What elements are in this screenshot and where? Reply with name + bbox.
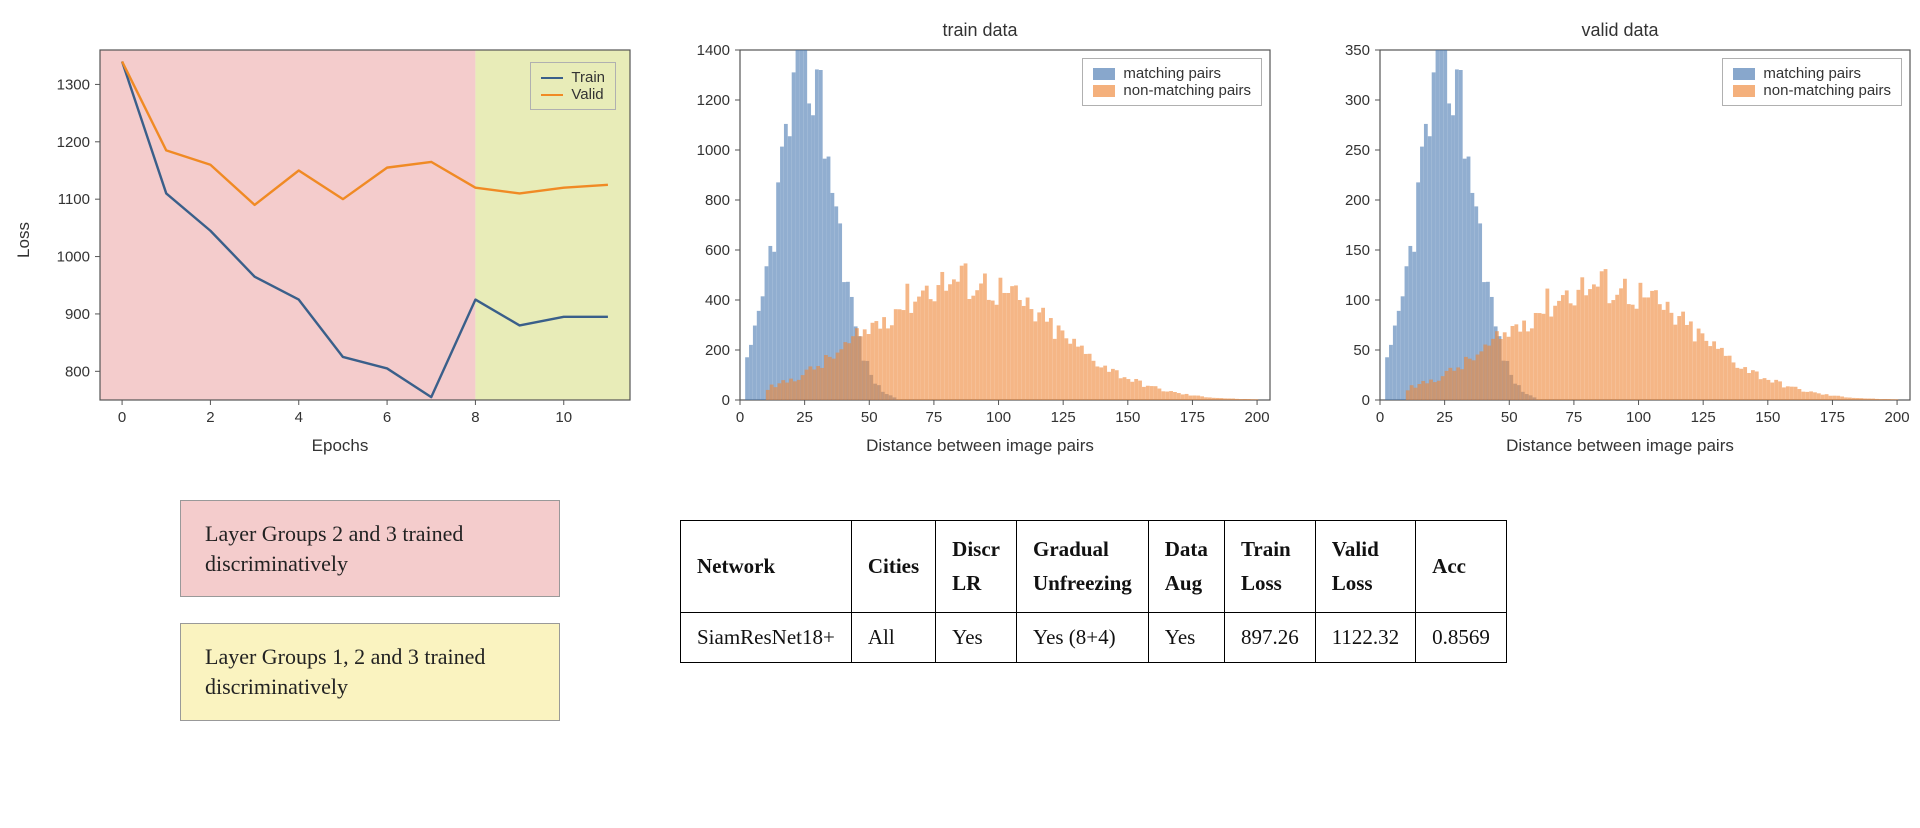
info-box: Layer Groups 2 and 3 trained discriminat… [180, 500, 560, 597]
valid-hist-panel: valid data Distance between image pairs … [1300, 20, 1920, 460]
svg-text:1100: 1100 [58, 191, 90, 208]
info-boxes-container: Layer Groups 2 and 3 trained discriminat… [20, 460, 660, 747]
svg-text:0: 0 [736, 409, 744, 426]
loss-legend: TrainValid [530, 62, 616, 110]
table-header: Cities [851, 521, 935, 613]
svg-text:300: 300 [1345, 92, 1370, 109]
svg-text:150: 150 [1345, 242, 1370, 259]
svg-text:0: 0 [1362, 392, 1370, 409]
svg-text:900: 900 [65, 306, 90, 323]
svg-text:75: 75 [926, 409, 943, 426]
table-header: Acc [1416, 521, 1507, 613]
svg-text:0: 0 [722, 392, 730, 409]
svg-text:1000: 1000 [57, 249, 90, 266]
table-row: SiamResNet18+AllYesYes (8+4)Yes897.26112… [681, 613, 1507, 663]
svg-text:1000: 1000 [697, 142, 730, 159]
svg-text:1400: 1400 [697, 42, 730, 59]
svg-text:200: 200 [1345, 192, 1370, 209]
svg-text:200: 200 [705, 342, 730, 359]
svg-text:25: 25 [796, 409, 813, 426]
svg-text:8: 8 [471, 409, 479, 426]
legend-item: matching pairs [1093, 65, 1251, 82]
loss-chart-panel: Loss Epochs 0246810800900100011001200130… [20, 20, 660, 460]
table-cell: All [851, 613, 935, 663]
svg-text:75: 75 [1566, 409, 1583, 426]
results-table-container: NetworkCitiesDiscrLRGradualUnfreezingDat… [660, 460, 1920, 747]
table-cell: 1122.32 [1315, 613, 1415, 663]
train-hist-xlabel: Distance between image pairs [866, 436, 1094, 456]
svg-text:25: 25 [1436, 409, 1453, 426]
table-header: DiscrLR [936, 521, 1017, 613]
svg-text:350: 350 [1345, 42, 1370, 59]
svg-text:2: 2 [206, 409, 214, 426]
loss-ylabel: Loss [14, 222, 34, 258]
legend-item: Valid [541, 86, 605, 103]
svg-text:800: 800 [705, 192, 730, 209]
table-header: ValidLoss [1315, 521, 1415, 613]
loss-xlabel: Epochs [312, 436, 369, 456]
svg-text:600: 600 [705, 242, 730, 259]
table-header: Network [681, 521, 852, 613]
table-cell: 897.26 [1224, 613, 1315, 663]
table-cell: Yes [936, 613, 1017, 663]
table-header: TrainLoss [1224, 521, 1315, 613]
svg-text:50: 50 [1501, 409, 1518, 426]
svg-text:100: 100 [986, 409, 1011, 426]
table-cell: Yes [1148, 613, 1224, 663]
svg-text:10: 10 [555, 409, 572, 426]
svg-text:0: 0 [118, 409, 126, 426]
legend-item: non-matching pairs [1733, 82, 1891, 99]
valid-hist-xlabel: Distance between image pairs [1506, 436, 1734, 456]
table-cell: 0.8569 [1416, 613, 1507, 663]
train-hist-panel: train data Distance between image pairs … [660, 20, 1300, 460]
svg-text:400: 400 [705, 292, 730, 309]
svg-text:200: 200 [1245, 409, 1270, 426]
svg-text:175: 175 [1180, 409, 1205, 426]
results-table: NetworkCitiesDiscrLRGradualUnfreezingDat… [680, 520, 1507, 663]
svg-text:1200: 1200 [57, 134, 90, 151]
svg-text:800: 800 [65, 363, 90, 380]
table-cell: Yes (8+4) [1017, 613, 1149, 663]
table-header: GradualUnfreezing [1017, 521, 1149, 613]
hist-legend: matching pairsnon-matching pairs [1082, 58, 1262, 106]
hist-legend: matching pairsnon-matching pairs [1722, 58, 1902, 106]
svg-text:6: 6 [383, 409, 391, 426]
svg-text:200: 200 [1885, 409, 1910, 426]
table-cell: SiamResNet18+ [681, 613, 852, 663]
svg-text:125: 125 [1691, 409, 1716, 426]
svg-text:50: 50 [1353, 342, 1370, 359]
table-header: DataAug [1148, 521, 1224, 613]
svg-text:1200: 1200 [697, 92, 730, 109]
svg-text:4: 4 [295, 409, 303, 426]
train-hist-title: train data [942, 20, 1017, 41]
svg-text:150: 150 [1755, 409, 1780, 426]
svg-text:175: 175 [1820, 409, 1845, 426]
svg-text:100: 100 [1626, 409, 1651, 426]
svg-text:125: 125 [1051, 409, 1076, 426]
legend-item: non-matching pairs [1093, 82, 1251, 99]
svg-text:100: 100 [1345, 292, 1370, 309]
legend-item: Train [541, 69, 605, 86]
svg-text:0: 0 [1376, 409, 1384, 426]
svg-text:150: 150 [1115, 409, 1140, 426]
legend-item: matching pairs [1733, 65, 1891, 82]
info-box: Layer Groups 1, 2 and 3 trained discrimi… [180, 623, 560, 720]
svg-text:1300: 1300 [57, 76, 90, 93]
svg-text:50: 50 [861, 409, 878, 426]
valid-hist-title: valid data [1581, 20, 1658, 41]
svg-text:250: 250 [1345, 142, 1370, 159]
